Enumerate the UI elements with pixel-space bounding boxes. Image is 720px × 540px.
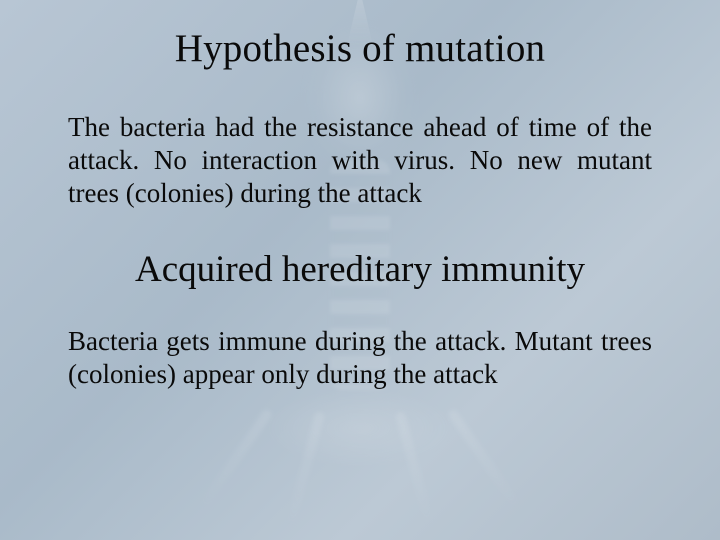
bg-phage-base (240, 380, 480, 500)
bg-phage-leg (446, 408, 523, 512)
bg-phage-leg (395, 411, 436, 529)
paragraph-1: The bacteria had the resistance ahead of… (68, 111, 652, 210)
slide-content: Hypothesis of mutation The bacteria had … (0, 0, 720, 391)
bg-phage-leg (196, 408, 273, 512)
slide: Hypothesis of mutation The bacteria had … (0, 0, 720, 540)
bg-phage-leg (285, 411, 326, 529)
paragraph-2: Bacteria gets immune during the attack. … (68, 325, 652, 391)
slide-subtitle: Acquired hereditary immunity (58, 248, 662, 291)
slide-title: Hypothesis of mutation (58, 26, 662, 71)
